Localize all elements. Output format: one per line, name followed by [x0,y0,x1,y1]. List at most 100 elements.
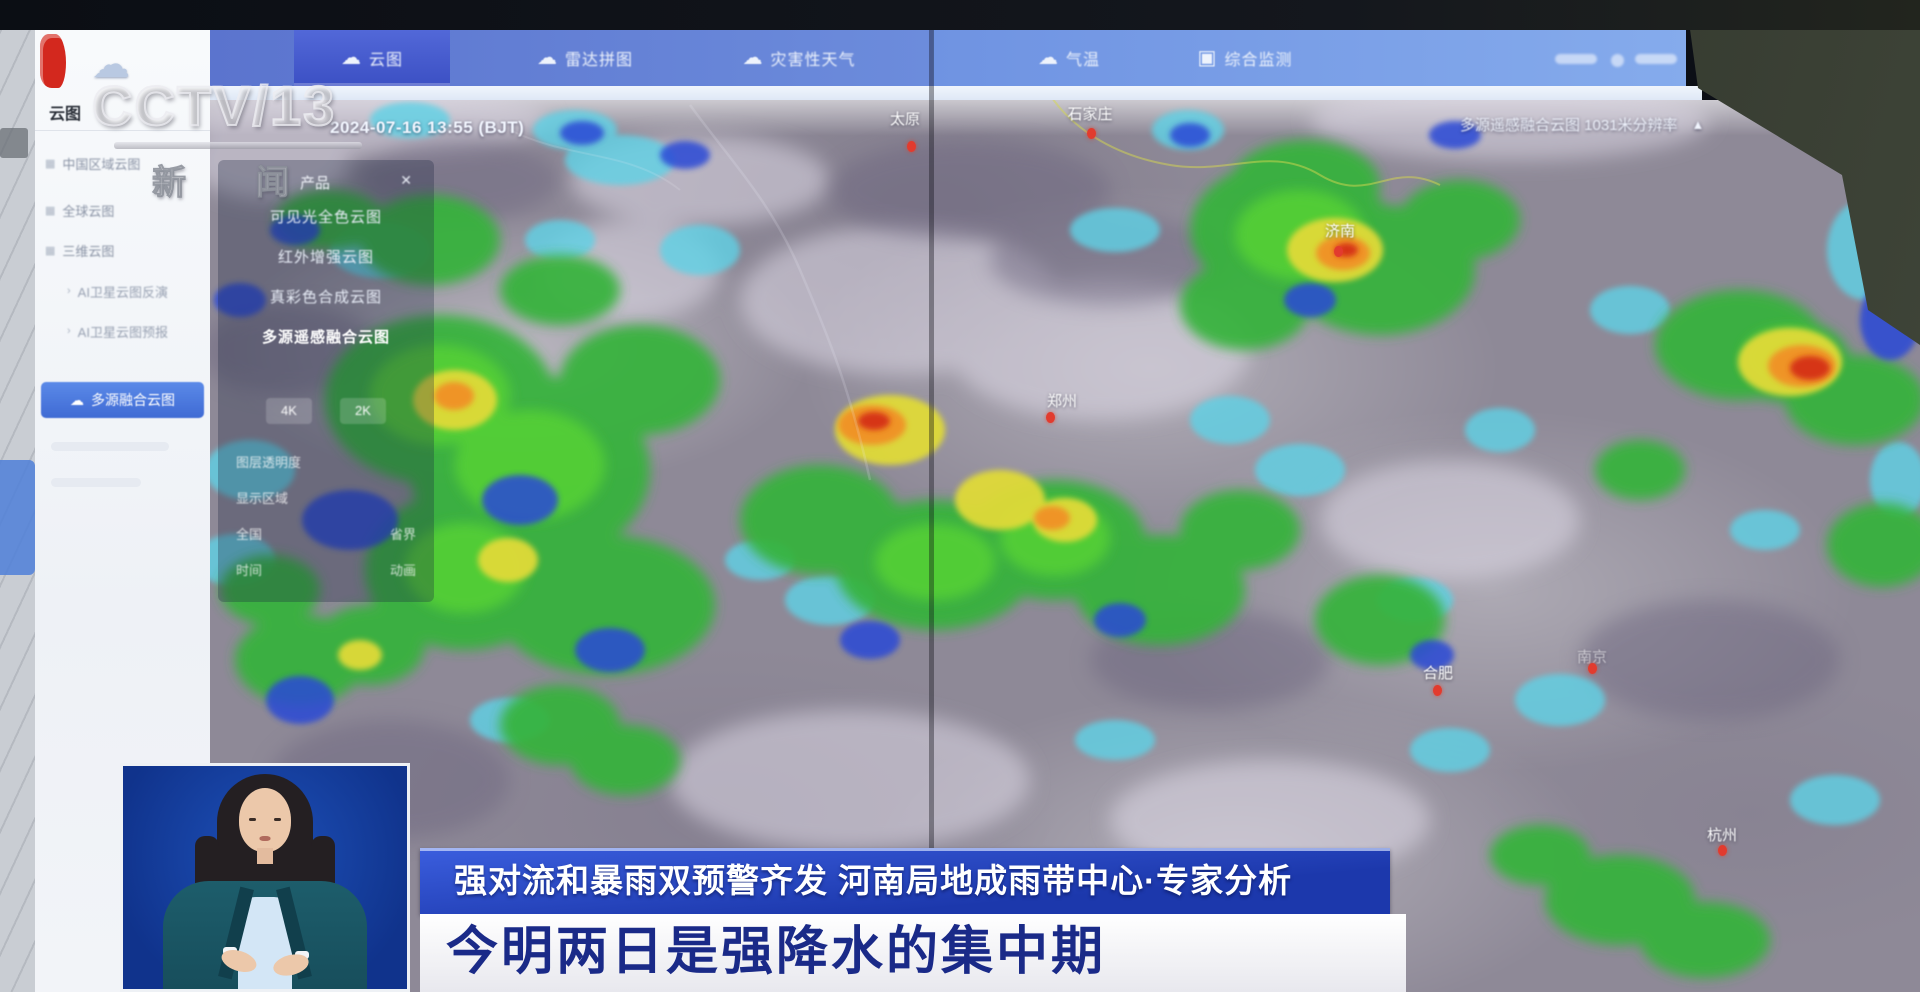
sidebar-item-label: AI卫星云图反演 [77,284,168,300]
nav-tab-label: 灾害性天气 [770,52,856,69]
nav-tab-label: 云图 [368,52,403,69]
city-dot-石家庄 [1087,128,1096,139]
eye [249,818,256,821]
city-dot-济南 [1334,246,1343,257]
chevron-right-icon: › [67,285,71,297]
sign-language-interpreter-video [120,763,410,992]
sidebar-item-label: 多源融合云图 [91,392,175,408]
sidebar-item-AI卫星云图反演[interactable]: › AI卫星云图反演 [67,278,168,304]
sidebar-item-label: AI卫星云图预报 [77,324,168,340]
layer-icon: ▦ [45,244,56,257]
sidebar-ghost-row [51,478,141,487]
user-menu-blob[interactable] [1555,54,1597,64]
city-dot-杭州 [1718,845,1727,856]
product-item-可见光全色云图[interactable]: 可见光全色云图 [269,209,382,226]
sidebar-item-AI卫星云图预报[interactable]: › AI卫星云图预报 [67,318,168,344]
option-value[interactable]: 动画 [389,563,416,578]
triangle-up-icon[interactable]: ▲ [1691,117,1705,132]
product-item-真彩色合成云图[interactable]: 真彩色合成云图 [269,289,382,306]
sliver-blue-panel [0,460,35,575]
layer-icon: ▦ [45,157,56,170]
sidebar-ghost-row [51,442,169,451]
chevron-right-icon: › [67,325,71,337]
product-item-多源遥感融合云图[interactable]: 多源遥感融合云图 [261,329,390,346]
cctv13-watermark: CCTV/13 新 闻 [91,74,362,204]
city-dot-太原 [907,141,916,152]
monitor-icon: ▣ [1197,47,1217,69]
sidebar-item-中国区域云图[interactable]: ▦ 中国区域云图 [45,150,140,176]
sidebar-item-selected[interactable]: ☁ 多源融合云图 [41,382,204,418]
city-label-郑州: 郑州 [1046,393,1078,410]
city-dot-郑州 [1046,412,1055,423]
cloud-icon: ☁ [742,47,763,69]
watermark-underline [114,142,362,149]
city-label-石家庄: 石家庄 [1067,106,1113,123]
nav-tab-label: 综合监测 [1224,52,1293,69]
cctv13-logo-text: CCTV/13 [91,74,337,137]
top-bezel [0,0,1920,30]
resolution-button-4K[interactable]: 4K [266,398,312,424]
sidebar-item-label: 中国区域云图 [62,156,141,172]
option-label[interactable]: 时间 [236,563,263,578]
video-wall-bezel [929,30,934,992]
resolution-button-2K[interactable]: 2K [340,398,386,424]
cloud-icon: ☁ [1037,47,1058,69]
city-dot-南京 [1588,663,1597,674]
top-nav-left: ☁ 云图 ☁ 雷达拼图 ☁ 灾害性天气 [210,30,933,86]
news-headline-bar: 强对流和暴雨双预警齐发 河南局地成雨带中心·专家分析 [420,848,1390,914]
nav-tab-综合监测[interactable]: ▣ 综合监测 [1165,30,1325,86]
neighbour-screen-sliver [0,30,35,992]
panel-option-row: 图层透明度 [236,452,416,471]
nav-tab-label: 气温 [1065,52,1100,69]
eye [274,818,281,821]
close-icon[interactable]: ✕ [400,172,412,188]
layer-label-text: 多源遥感融合云图 1031米分辨率 [1460,117,1678,134]
sidebar-item-label: 三维云图 [62,243,115,259]
agency-logo [40,34,66,88]
page-background-strip [210,86,1702,102]
cloud-icon: ☁ [536,47,557,69]
layer-icon: ▦ [45,204,56,217]
sidebar-item-全球云图[interactable]: ▦ 全球云图 [45,197,114,223]
nav-tab-雷达拼图[interactable]: ☁ 雷达拼图 [506,30,664,86]
app-cloud-logo-icon: ☁ [92,44,130,86]
resolution-buttons: 4K 2K [218,398,434,424]
cloud-imagery [210,100,1920,978]
panel-option-row: 时间 动画 [236,560,416,579]
city-label-杭州: 杭州 [1706,827,1738,844]
cloud-icon: ☁ [340,47,361,69]
option-value[interactable]: 省界 [389,527,416,542]
nav-tab-label: 雷达拼图 [564,52,633,69]
option-label[interactable]: 显示区域 [236,491,289,506]
product-item-红外增强云图[interactable]: 红外增强云图 [277,249,374,266]
panel-option-row: 全国 省界 [236,524,416,543]
option-label[interactable]: 图层透明度 [236,455,302,470]
settings-blob[interactable] [1635,54,1677,64]
product-panel: 产品 ✕ 可见光全色云图 红外增强云图 真彩色合成云图 多源遥感融合云图 4K 2K 图… [218,160,434,602]
top-nav-right: ☁ 气温 ▣ 综合监测 [933,30,1686,86]
city-dot-合肥 [1433,685,1442,696]
city-label-太原: 太原 [889,111,921,128]
city-label-济南: 济南 [1324,223,1356,240]
city-label-南京: 南京 [1576,649,1608,666]
nav-tab-云图[interactable]: ☁ 云图 [294,30,450,86]
sliver-mark [0,128,28,158]
bell-icon[interactable] [1611,54,1624,67]
nav-tab-气温[interactable]: ☁ 气温 [1011,30,1127,86]
panel-title: 产品 [300,175,331,192]
sidebar-title: 云图 [49,106,82,123]
sidebar-item-三维云图[interactable]: ▦ 三维云图 [45,237,114,263]
mouth [259,836,271,841]
satellite-map[interactable]: 产品 ✕ 可见光全色云图 红外增强云图 真彩色合成云图 多源遥感融合云图 4K 2K 图… [210,100,1920,992]
cloud-icon: ☁ [70,391,84,408]
sidebar-item-label: 全球云图 [62,203,115,219]
divider [35,130,210,131]
news-label: 新 闻 [152,164,320,203]
interpreter-face [239,788,291,852]
option-label[interactable]: 全国 [236,527,263,542]
interpreter-neck [257,848,273,864]
news-subline-bar: 今明两日是强降水的集中期 [420,914,1406,992]
nav-tab-灾害性天气[interactable]: ☁ 灾害性天气 [708,30,890,86]
map-timestamp: 2024-07-16 13:55 (BJT) [330,118,525,137]
panel-option-row: 显示区域 [236,488,416,507]
